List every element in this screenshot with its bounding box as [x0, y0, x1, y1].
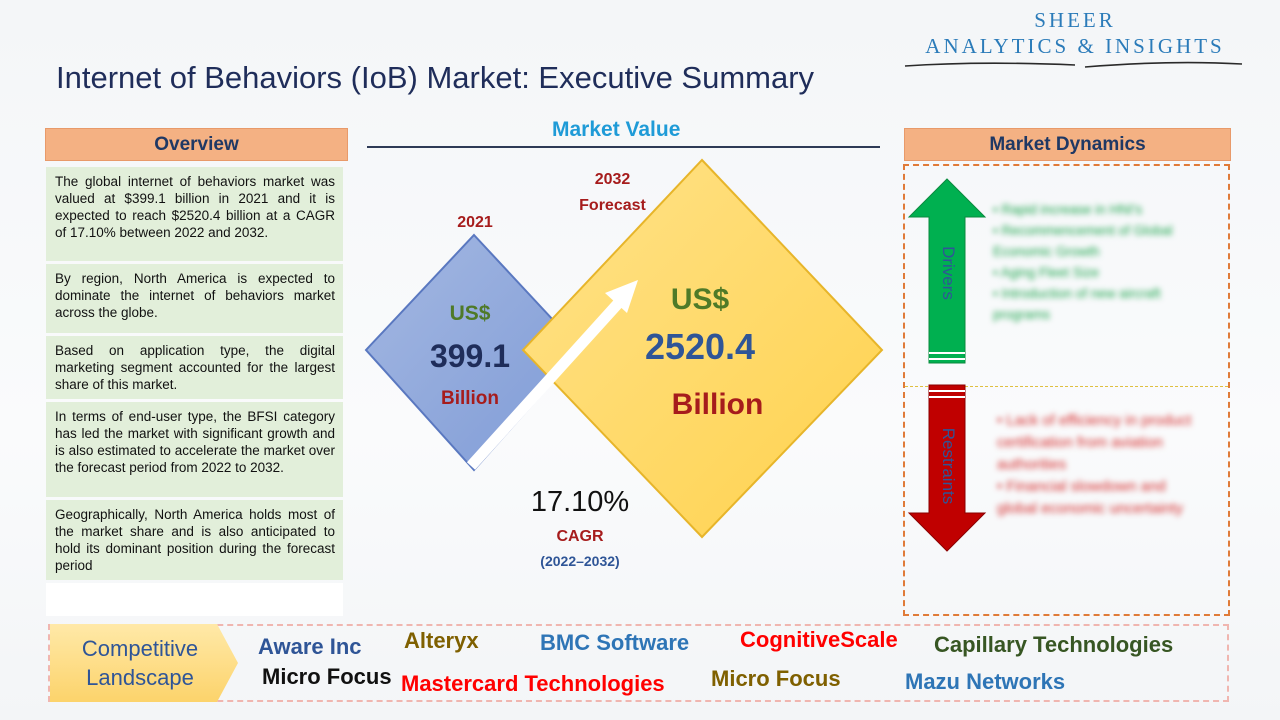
competitive-label-line: Landscape	[86, 665, 194, 690]
market-dynamics-header: Market Dynamics	[904, 128, 1231, 161]
dynamics-divider	[905, 386, 1228, 387]
restraint-item: • Lack of efficiency in product certific…	[997, 412, 1192, 473]
company-name: BMC Software	[540, 630, 690, 655]
market-value-graphic	[364, 158, 884, 539]
drivers-label: Drivers	[939, 246, 958, 300]
market-value-divider	[367, 146, 880, 148]
value-2032: 2520.4	[644, 326, 756, 367]
diamond-2032	[521, 158, 884, 539]
overview-paragraph: By region, North America is expected to …	[46, 264, 343, 333]
competitive-landscape-label: Competitive Landscape	[60, 634, 220, 692]
company-name: Micro Focus	[711, 666, 841, 691]
cagr-period: (2022–2032)	[540, 553, 620, 569]
drivers-list: • Rapid increase in HNI's • Recommenceme…	[993, 199, 1193, 325]
overview-empty-row	[46, 583, 343, 616]
restraints-list: • Lack of efficiency in product certific…	[997, 410, 1207, 520]
down-arrow-icon	[907, 384, 987, 552]
diamond-2021	[364, 233, 583, 472]
chevron-right-icon	[50, 624, 238, 702]
company-name: Micro Focus	[262, 664, 392, 689]
restraint-item: • Financial slowdown and global economic…	[997, 478, 1183, 517]
driver-item: • Introduction of new aircraft programs	[993, 286, 1161, 322]
logo-swoosh	[904, 61, 1243, 68]
driver-item: • Rapid increase in HNI's	[993, 202, 1143, 217]
overview-paragraph: The global internet of behaviors market …	[46, 167, 343, 261]
company-name: Alteryx	[404, 628, 479, 653]
cagr-label: CAGR	[556, 528, 604, 545]
year-2021-label: 2021	[457, 214, 493, 231]
driver-item: • Recommencement of Global Economic Grow…	[993, 223, 1173, 259]
forecast-label: Forecast	[579, 197, 646, 214]
company-name: Capillary Technologies	[934, 632, 1174, 657]
growth-arrow-icon	[466, 280, 638, 470]
year-2032-label: 2032	[594, 171, 631, 188]
restraints-label: Restraints	[939, 427, 958, 505]
market-value-heading: Market Value	[552, 118, 681, 141]
cagr-value: 17.10%	[530, 486, 630, 518]
market-dynamics-panel	[903, 164, 1230, 616]
company-name: CognitiveScale	[740, 627, 898, 652]
value-2021: 399.1	[429, 338, 511, 374]
currency-2032: US$	[670, 283, 730, 316]
company-name: Mastercard Technologies	[401, 671, 665, 696]
company-name: Aware Inc	[258, 634, 362, 659]
page-title: Internet of Behaviors (IoB) Market: Exec…	[56, 60, 815, 95]
logo-line-1: SHEER	[1034, 8, 1116, 32]
overview-paragraph: In terms of end-user type, the BFSI cate…	[46, 402, 343, 497]
overview-paragraph: Geographically, North America holds most…	[46, 500, 343, 580]
driver-item: • Aging Fleet Size	[993, 265, 1100, 280]
unit-2021: Billion	[440, 388, 500, 409]
up-arrow-icon	[907, 178, 987, 364]
currency-2021: US$	[449, 302, 491, 325]
unit-2032: Billion	[671, 388, 764, 421]
overview-header: Overview	[45, 128, 348, 161]
company-name: Mazu Networks	[905, 669, 1066, 694]
competitive-landscape-strip	[48, 624, 1229, 702]
dynamics-arrows	[907, 178, 987, 552]
logo-line-2: ANALYTICS & INSIGHTS	[925, 34, 1225, 58]
competitive-label-line: Competitive	[81, 636, 199, 661]
overview-paragraph: Based on application type, the digital m…	[46, 336, 343, 399]
